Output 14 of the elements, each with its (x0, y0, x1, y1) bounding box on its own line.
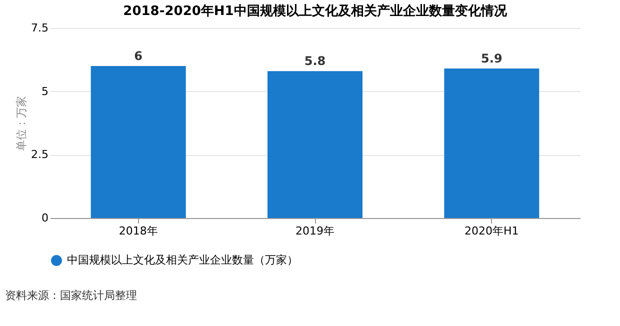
y-axis-title: 单位：万家 (15, 96, 28, 151)
y-tick-label: 5 (42, 84, 48, 98)
data-label: 6 (134, 49, 143, 63)
text: 资料来源：国家统计局整理 (5, 289, 137, 302)
x-tick-label: 2019年 (296, 224, 334, 238)
x-tick-label: 2020年H1 (464, 224, 519, 238)
data-label: 5.9 (481, 52, 502, 66)
y-tick-label: 0 (42, 212, 48, 224)
y-tick-label: 2.5 (31, 148, 48, 162)
chart-title: 2018-2020年H1中国规模以上文化及相关产业企业数量变化情况 (123, 3, 508, 19)
x-tick-label: 2018年 (118, 224, 158, 238)
y-tick-label: 7.5 (31, 22, 48, 34)
data-label: 5.8 (304, 54, 326, 68)
legend-label: 中国规模以上文化及相关产业企业数量（万家） (67, 254, 298, 266)
